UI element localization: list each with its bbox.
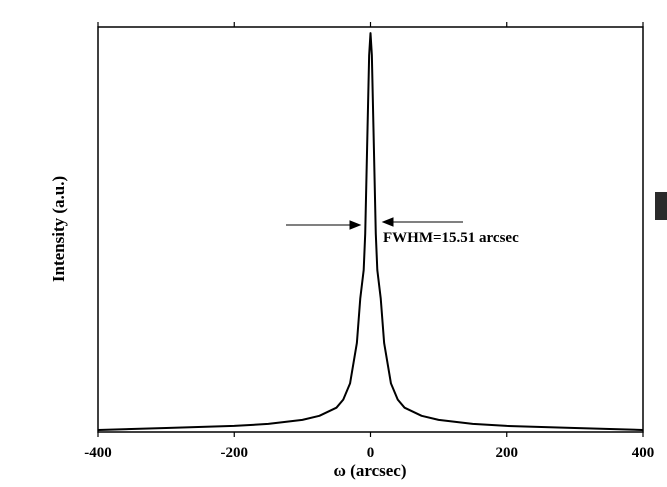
y-axis-label: Intensity (a.u.)	[49, 176, 68, 282]
arrow-head	[381, 217, 394, 227]
arrow-head	[349, 220, 362, 230]
plot-frame	[97, 26, 644, 433]
x-tick-label: -400	[84, 445, 112, 461]
line	[97, 32, 644, 431]
x-tick-label: 200	[496, 445, 519, 461]
x-tick-label: 0	[367, 445, 375, 461]
annotation-arrows	[286, 217, 463, 230]
x-tick-label: -200	[221, 445, 249, 461]
annotation: FWHM=15.51 arcsec	[383, 230, 519, 246]
x-tick-label: 400	[632, 445, 655, 461]
edge-tab	[655, 192, 667, 220]
x-axis-label: ω (arcsec)	[334, 461, 407, 480]
